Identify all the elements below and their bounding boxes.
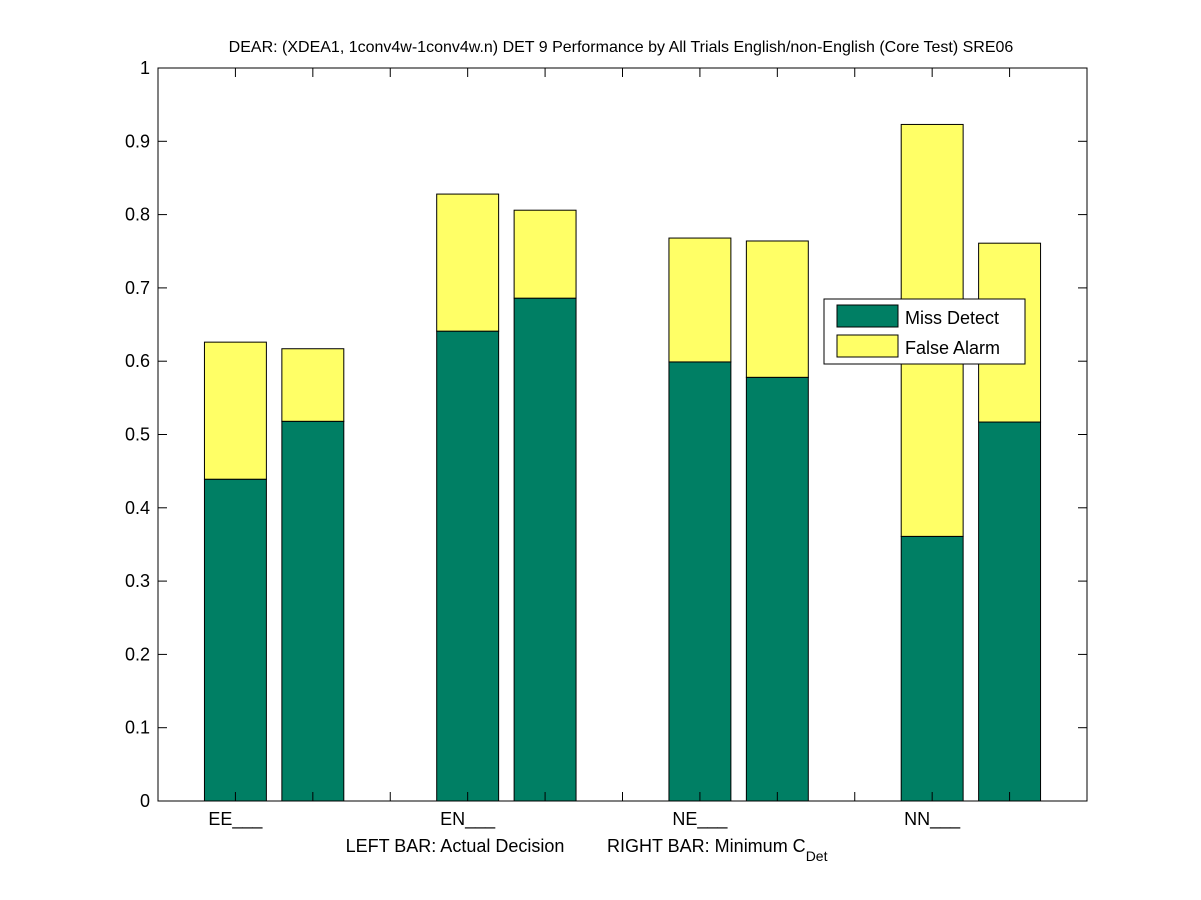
x-axis-label-right-sub: Det: [806, 848, 828, 864]
bar-miss-detect-ee-actual: [203, 478, 267, 802]
bar-false-alarm-en-min: [513, 209, 577, 299]
bar-false-alarm-ee-min: [281, 348, 345, 422]
y-tick-label: 0.4: [125, 498, 150, 518]
y-tick-label: 0.3: [125, 571, 150, 591]
axes-group: 0 0.1 0.2 0.3 0.4 0.5 0.6 0.7 0.8 0.9 1: [125, 58, 1088, 811]
bar-miss-detect-nn-min: [978, 421, 1042, 802]
legend-label-miss-detect: Miss Detect: [905, 308, 999, 328]
bar-miss-detect-en-actual: [436, 330, 500, 802]
y-tick-label: 0.7: [125, 278, 150, 298]
y-tick-label: 0.2: [125, 644, 150, 664]
y-tick-label: 0.8: [125, 205, 150, 225]
legend-swatch-miss-detect: [836, 304, 899, 328]
x-tick-label: NE___: [672, 809, 728, 830]
x-tick-label: NN___: [904, 809, 961, 830]
y-tick-label: 0.5: [125, 425, 150, 445]
bar-false-alarm-en-actual: [436, 193, 500, 332]
y-tick-label: 0.1: [125, 718, 150, 738]
bar-miss-detect-ne-min: [745, 376, 809, 802]
legend-label-false-alarm: False Alarm: [905, 338, 1000, 358]
bar-false-alarm-ee-actual: [203, 341, 267, 480]
x-tick-label: EE___: [208, 809, 263, 830]
y-tick-label: 0.6: [125, 351, 150, 371]
bar-miss-detect-ne-actual: [668, 361, 732, 802]
chart-title: DEAR: (XDEA1, 1conv4w-1conv4w.n) DET 9 P…: [229, 39, 1014, 56]
legend: Miss Detect False Alarm: [823, 298, 1026, 365]
bar-miss-detect-nn-actual: [900, 535, 964, 802]
bars-group: [203, 123, 1042, 802]
x-axis-label-left: LEFT BAR: Actual Decision: [346, 836, 565, 856]
x-axis-label-right: RIGHT BAR: Minimum CDet: [607, 836, 828, 864]
y-tick-label: 1: [140, 58, 150, 78]
x-axis-label-right-main: RIGHT BAR: Minimum C: [607, 836, 806, 856]
x-tick-label: EN___: [440, 809, 496, 830]
bar-false-alarm-ne-actual: [668, 237, 732, 363]
bar-miss-detect-ee-min: [281, 420, 345, 802]
x-tick-labels: EE___ EN___ NE___ NN___: [208, 809, 961, 830]
bar-miss-detect-en-min: [513, 297, 577, 802]
y-tick-label: 0.9: [125, 131, 150, 151]
y-tick-label: 0: [140, 791, 150, 811]
legend-swatch-false-alarm: [836, 334, 899, 358]
bar-false-alarm-ne-min: [745, 240, 809, 378]
